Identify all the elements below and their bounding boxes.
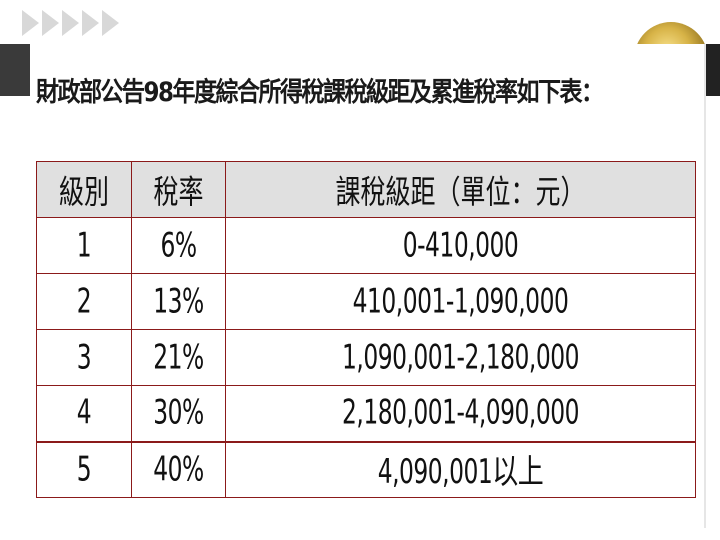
cell-bracket: 4,090,001以上 xyxy=(225,440,696,498)
header-rate: 稅率 xyxy=(131,161,226,218)
cell-level: 4 xyxy=(36,385,132,442)
cell-level: 5 xyxy=(36,440,132,498)
arrow-icon xyxy=(22,10,39,36)
header-level: 級別 xyxy=(36,161,132,218)
table-row: 2 13% 410,001-1,090,000 xyxy=(36,273,696,330)
header-bracket: 課稅級距（單位：元） xyxy=(225,161,696,218)
arrow-icon xyxy=(82,10,99,36)
cell-level: 3 xyxy=(36,329,132,386)
cell-level: 1 xyxy=(36,217,132,274)
table-row: 3 21% 1,090,001-2,180,000 xyxy=(36,329,696,386)
cell-rate: 30% xyxy=(131,385,226,442)
cell-bracket: 410,001-1,090,000 xyxy=(225,273,696,330)
cell-bracket: 0-410,000 xyxy=(225,217,696,274)
table-row: 5 40% 4,090,001以上 xyxy=(36,440,696,498)
table-row: 1 6% 0-410,000 xyxy=(36,217,696,274)
decorative-tab-right xyxy=(706,44,720,96)
cell-bracket: 1,090,001-2,180,000 xyxy=(225,329,696,386)
cell-bracket: 2,180,001-4,090,000 xyxy=(225,385,696,442)
tax-bracket-table: 級別 稅率 課稅級距（單位：元） 1 6% 0-410,000 2 13% 41… xyxy=(36,161,696,498)
arrow-icon xyxy=(42,10,59,36)
page-title: 財政部公告98年度綜合所得稅課稅級距及累進稅率如下表： xyxy=(36,78,604,108)
arrow-icon xyxy=(62,10,79,36)
decorative-tab xyxy=(0,44,30,96)
table-row: 4 30% 2,180,001-4,090,000 xyxy=(36,385,696,442)
cell-level: 2 xyxy=(36,273,132,330)
cell-rate: 13% xyxy=(131,273,226,330)
cell-rate: 40% xyxy=(131,440,226,498)
decorative-arrows xyxy=(22,10,119,36)
cell-rate: 6% xyxy=(131,217,226,274)
cell-rate: 21% xyxy=(131,329,226,386)
table-header-row: 級別 稅率 課稅級距（單位：元） xyxy=(36,161,696,218)
arrow-icon xyxy=(102,10,119,36)
panel-edge xyxy=(704,44,706,528)
